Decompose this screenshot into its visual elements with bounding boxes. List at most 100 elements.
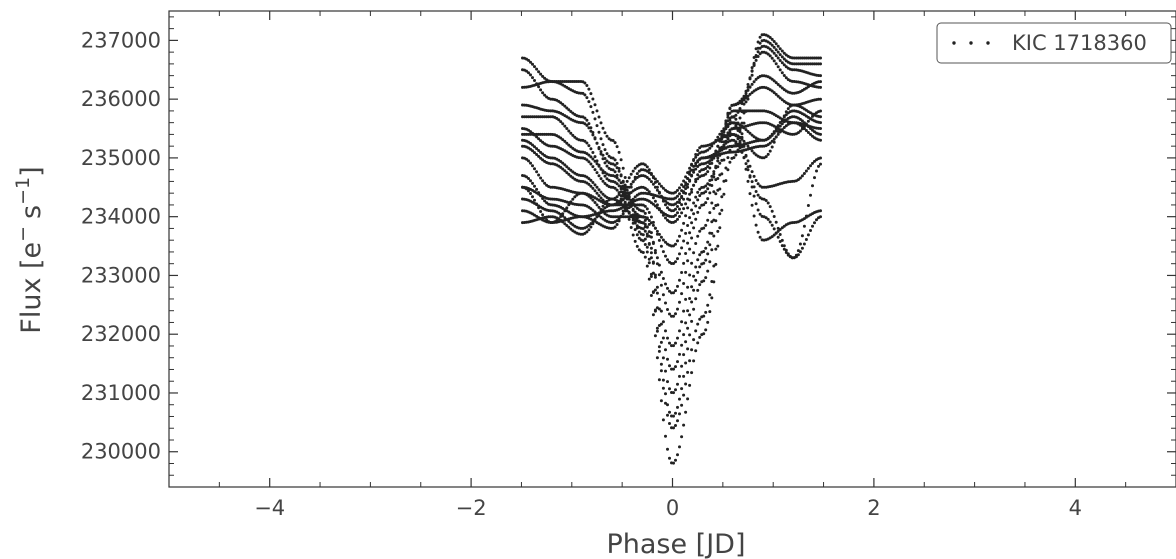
data-point xyxy=(674,190,677,194)
data-point xyxy=(649,235,653,239)
data-point xyxy=(764,199,768,202)
data-point xyxy=(686,347,690,351)
data-point xyxy=(561,122,565,126)
data-point xyxy=(694,329,698,333)
data-point xyxy=(690,371,694,375)
data-point xyxy=(806,62,810,66)
data-point xyxy=(686,241,690,245)
data-point xyxy=(666,308,669,311)
data-point xyxy=(668,364,671,368)
data-point xyxy=(561,102,565,106)
data-point xyxy=(647,230,651,234)
data-point xyxy=(784,113,788,117)
data-point xyxy=(744,167,748,171)
data-point xyxy=(615,195,619,199)
data-point xyxy=(792,56,796,60)
y-tick-label: 236000 xyxy=(81,87,161,111)
data-point xyxy=(529,179,532,183)
data-point xyxy=(692,359,696,363)
data-point xyxy=(782,247,786,251)
data-point xyxy=(706,197,710,201)
data-point xyxy=(573,195,577,199)
data-point xyxy=(613,158,617,162)
data-point xyxy=(754,202,758,206)
data-point xyxy=(647,277,651,281)
data-point xyxy=(601,192,605,196)
data-point xyxy=(718,212,722,216)
data-point xyxy=(595,162,599,166)
data-point xyxy=(641,251,645,254)
data-point xyxy=(571,133,575,137)
data-point xyxy=(692,170,696,174)
data-point xyxy=(684,382,688,386)
data-point xyxy=(601,204,605,208)
data-point xyxy=(732,115,736,119)
data-point xyxy=(623,176,627,179)
data-point xyxy=(563,104,567,108)
data-point xyxy=(674,424,677,427)
data-point xyxy=(676,205,679,208)
data-point xyxy=(676,257,679,261)
data-point xyxy=(686,326,690,330)
data-point xyxy=(589,162,593,166)
data-point xyxy=(726,136,730,140)
data-point xyxy=(698,253,702,257)
data-point xyxy=(710,248,714,252)
y-axis-ticks: 230000 231000 232000 233000 234000 235000 2360… xyxy=(81,16,1176,488)
data-point xyxy=(736,136,740,140)
data-point xyxy=(593,201,597,204)
data-point xyxy=(780,244,784,248)
data-point xyxy=(599,167,603,171)
data-point xyxy=(561,167,565,171)
data-point xyxy=(712,280,716,284)
data-point xyxy=(611,156,615,160)
data-point xyxy=(780,49,784,53)
data-point xyxy=(659,362,663,366)
data-point xyxy=(690,208,694,212)
data-point xyxy=(653,249,657,252)
data-point xyxy=(734,117,738,121)
data-point xyxy=(716,135,720,139)
data-point xyxy=(746,165,750,169)
data-point xyxy=(676,307,679,311)
data-point xyxy=(756,55,760,58)
data-point xyxy=(625,206,629,210)
data-point xyxy=(527,58,530,62)
data-point xyxy=(750,133,754,137)
data-point xyxy=(563,124,567,128)
data-point xyxy=(603,182,607,185)
data-point xyxy=(597,146,601,149)
data-point xyxy=(690,348,694,352)
data-point xyxy=(768,141,772,145)
data-point xyxy=(587,122,591,126)
data-point xyxy=(796,178,800,182)
data-point xyxy=(782,74,786,77)
data-point xyxy=(535,153,539,156)
data-point xyxy=(559,160,563,163)
data-point xyxy=(819,209,822,213)
data-point xyxy=(591,165,595,169)
data-point xyxy=(559,101,563,105)
data-point xyxy=(688,333,692,337)
data-point xyxy=(533,145,536,149)
data-point xyxy=(744,128,748,132)
data-point xyxy=(750,170,754,174)
data-point xyxy=(547,132,551,136)
data-point xyxy=(657,345,661,349)
data-point xyxy=(688,359,692,363)
data-point xyxy=(742,144,746,148)
data-point xyxy=(619,174,623,178)
data-point xyxy=(690,236,694,240)
data-point xyxy=(555,219,559,223)
data-point xyxy=(712,206,716,210)
data-point xyxy=(531,62,534,66)
data-point xyxy=(664,329,667,333)
data-point xyxy=(780,55,784,59)
data-point xyxy=(798,129,802,133)
data-point xyxy=(567,108,571,112)
data-point xyxy=(774,92,778,96)
data-point xyxy=(659,195,663,199)
data-point xyxy=(684,175,688,179)
data-point xyxy=(772,215,776,218)
data-point xyxy=(563,222,567,226)
